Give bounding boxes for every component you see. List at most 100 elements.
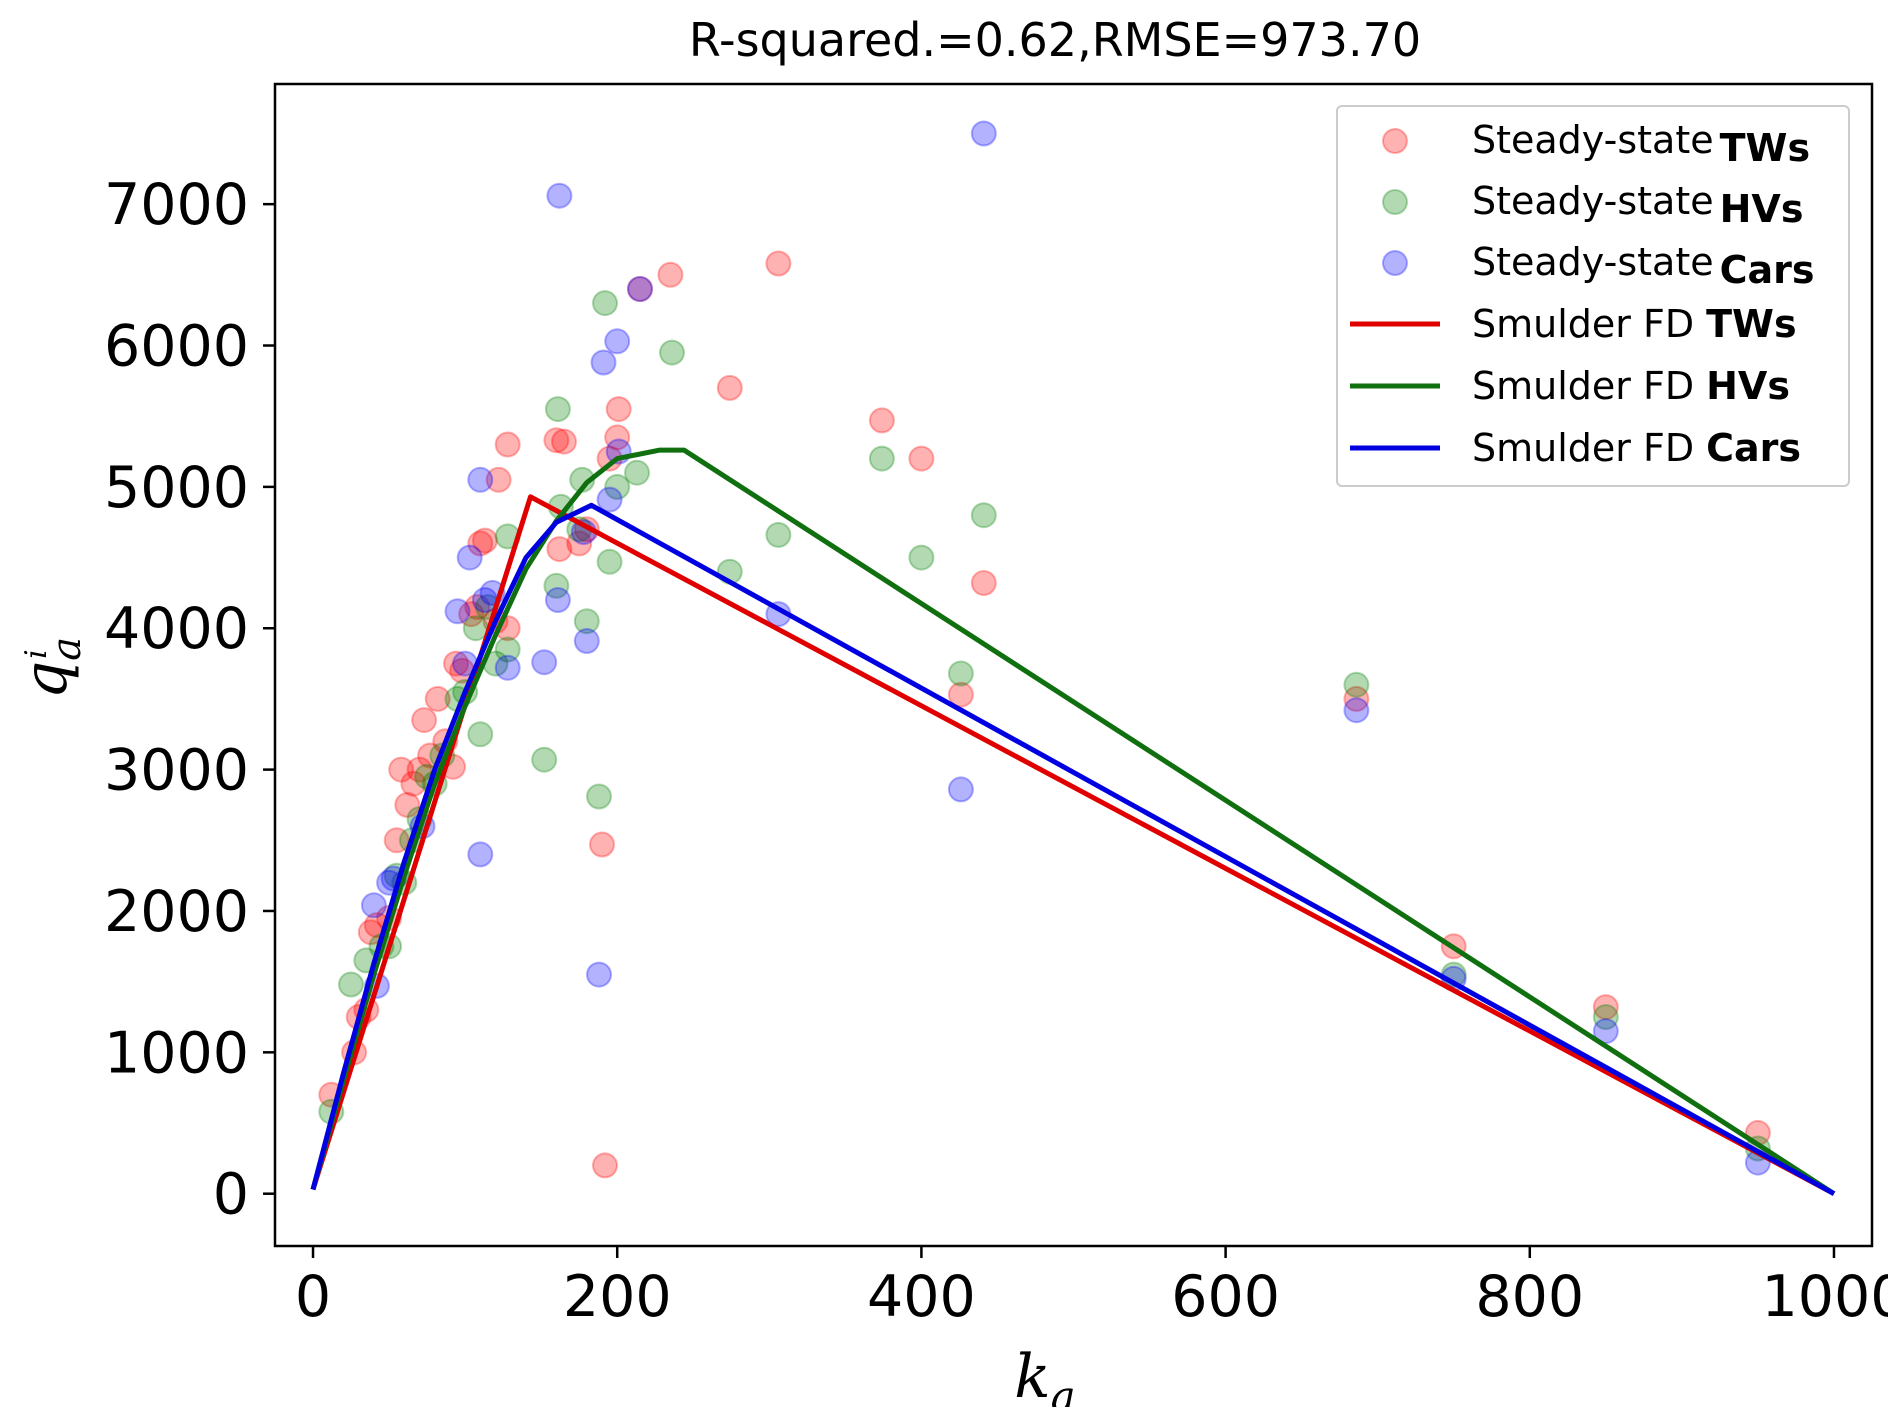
y-axis-label-superscript: i [19,649,54,659]
plot-area [310,120,1836,1196]
legend-tag: HVs [1720,187,1804,231]
scatter-point [485,466,512,493]
y-tick-label: 6000 [104,314,249,380]
scatter-point [444,598,471,625]
scatter-point [627,276,653,302]
legend-marker-scatter-tws [1382,128,1408,154]
scatter-point [604,473,631,500]
y-tick-label: 4000 [104,596,249,662]
scatter-point [586,961,612,988]
scatter-point [947,681,974,708]
scatter-point [627,276,653,302]
scatter-point [573,608,600,635]
scatter-point [1343,671,1370,698]
y-axis: 0 1000 2000 3000 4000 5000 6000 7000 [104,172,275,1228]
legend-entry-scatter-hvs: Steady-state HVs [1472,179,1803,231]
scatter-point [1343,685,1370,712]
scatter-point [544,587,571,613]
scatter-series-cars [360,120,1771,1176]
scatter-point [464,594,491,620]
scatter-point [908,445,935,472]
scatter-point [590,349,617,376]
scatter-point [596,548,623,575]
legend-tag: HVs [1706,364,1790,408]
legend-marker-scatter-hvs [1382,189,1408,215]
legend-marker-scatter-cars [1382,250,1408,276]
fd-line-tws [310,494,1836,1196]
scatter-point [543,427,570,454]
x-axis-label-subscript: a [1051,1372,1076,1407]
scatter-point [1592,994,1619,1021]
scatter-point [659,339,685,366]
scatter-point [1592,1004,1619,1030]
legend-tag: TWs [1720,126,1810,170]
scatter-point [908,544,935,571]
scatter-point [406,756,433,783]
scatter-point [443,650,469,677]
scatter-point [573,628,600,654]
y-axis-label-base: q [11,661,81,699]
scatter-point [947,660,974,687]
scatter-point [467,530,494,557]
scatter-point [458,601,485,628]
legend-tag: Cars [1720,248,1815,292]
y-tick-label: 2000 [104,879,249,945]
legend-entry-scatter-tws: Steady-state TWs [1472,118,1810,170]
scatter-point [400,770,427,797]
scatter-point [411,707,438,734]
scatter-point [467,466,494,493]
scatter-point [424,685,451,712]
scatter-point [338,971,364,998]
y-axis-label: qai [11,637,90,699]
x-tick-label: 800 [1475,1264,1584,1330]
scatter-point [868,407,895,434]
x-axis-label-base: k [1014,1342,1050,1407]
scatter-point [589,831,615,858]
fd-line-hvs [310,447,1836,1196]
scatter-point [543,572,570,599]
scatter-point [544,396,571,423]
legend: Steady-state TWs Steady-state HVs Steady-s… [1336,105,1850,487]
legend-label: Smulder FD [1472,302,1694,346]
y-tick-label: 1000 [104,1020,249,1086]
x-tick-label: 1000 [1761,1264,1888,1330]
x-tick-label: 600 [1171,1264,1280,1330]
x-tick-label: 400 [867,1264,976,1330]
legend-entry-fd-tws: Smulder FD TWs [1472,302,1797,346]
scatter-point [586,783,612,810]
chart-title: R-squared.=0.62,RMSE=973.70 [689,13,1421,67]
scatter-point [970,570,997,596]
x-tick-label: 0 [295,1264,331,1330]
scatter-point [467,721,494,748]
legend-label: Steady-state [1472,118,1714,162]
scatter-point [531,746,558,773]
scatter-point [494,636,521,663]
legend-tag: Cars [1706,426,1801,470]
scatter-point [1592,1018,1619,1045]
x-axis: 0 200 400 600 800 1000 [295,1246,1888,1330]
scatter-point [947,776,974,803]
scatter-point [566,530,593,557]
legend-label: Smulder FD [1472,426,1694,470]
scatter-point [467,841,494,868]
legend-entry-scatter-cars: Steady-state Cars [1472,240,1815,292]
plot-frame [273,82,1874,1248]
y-tick-label: 5000 [104,455,249,521]
scatter-point [494,654,521,681]
legend-entry-fd-cars: Smulder FD Cars [1472,426,1801,470]
scatter-point [531,649,558,676]
x-axis-label: ka [1014,1342,1075,1407]
scatter-point [604,424,631,451]
scatter-point [592,290,618,317]
scatter-point [456,544,483,571]
scatter-point [765,521,792,548]
scatter-point [471,527,498,554]
legend-label: Steady-state [1472,240,1714,284]
fd-line-cars [310,502,1836,1196]
legend-label: Smulder FD [1472,364,1694,408]
x-tick-label: 200 [563,1264,672,1330]
scatter-point [592,1152,618,1179]
svg-text:qai: qai [11,637,90,699]
scatter-point [970,502,997,529]
